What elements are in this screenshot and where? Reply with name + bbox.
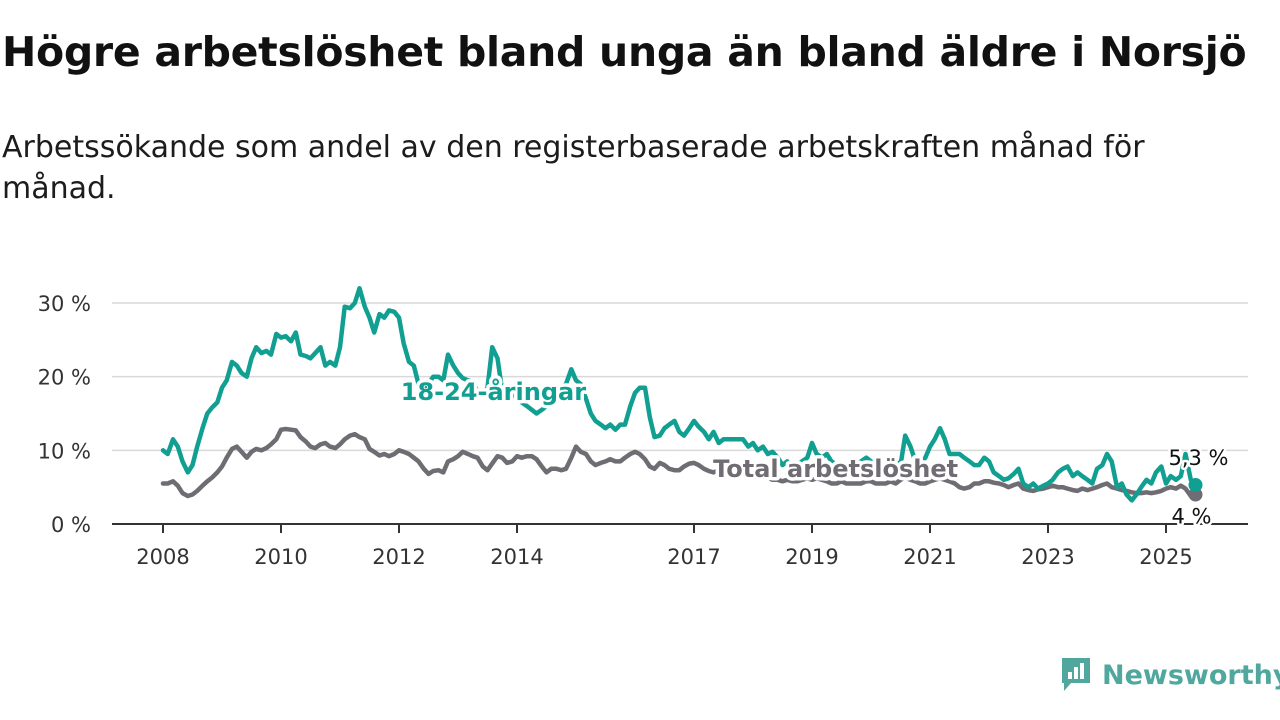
newsworthy-logo-icon (1062, 658, 1090, 691)
y-axis: 0 % 10 % 20 % 30 % (38, 292, 91, 537)
series-line-youth (160, 286, 1198, 503)
x-tick-label: 2008 (136, 545, 189, 569)
grid-lines (112, 302, 1248, 525)
newsworthy-brand: Newsworthy (1059, 655, 1280, 695)
series-label-youth: 18-24-åringar (401, 377, 586, 406)
series-line-total (160, 426, 1198, 499)
endpoint-marker-youth (1188, 477, 1203, 492)
x-tick-label: 2017 (667, 545, 720, 569)
x-tick-label: 2010 (254, 545, 307, 569)
x-tick-label: 2023 (1021, 545, 1074, 569)
chart-subtitle: Arbetssökande som andel av den registerb… (2, 130, 1145, 206)
x-axis: 2008 2010 2012 2014 2017 2019 2021 2023 2025 (136, 524, 1193, 569)
x-tick-label: 2025 (1139, 545, 1192, 569)
y-tick-label: 20 % (38, 366, 91, 390)
end-value-label-youth: 5,3 % (1168, 446, 1228, 470)
x-tick-label: 2012 (372, 545, 425, 569)
series-lines (160, 286, 1203, 503)
series-labels: 18-24-åringar Total arbetslöshet 5,3 % 4 % (397, 374, 1231, 531)
x-tick-label: 2014 (490, 545, 543, 569)
x-tick-label: 2021 (903, 545, 956, 569)
y-tick-label: 0 % (51, 513, 91, 537)
end-value-label-total: 4 % (1172, 505, 1212, 529)
endpoint-marker-total (1188, 487, 1203, 502)
chart-title: Högre arbetslöshet bland unga än bland ä… (2, 28, 1247, 76)
series-label-total: Total arbetslöshet (713, 455, 958, 483)
y-tick-label: 30 % (38, 292, 91, 316)
brand-name: Newsworthy (1102, 659, 1280, 691)
y-tick-label: 10 % (38, 439, 91, 463)
x-tick-label: 2019 (785, 545, 838, 569)
